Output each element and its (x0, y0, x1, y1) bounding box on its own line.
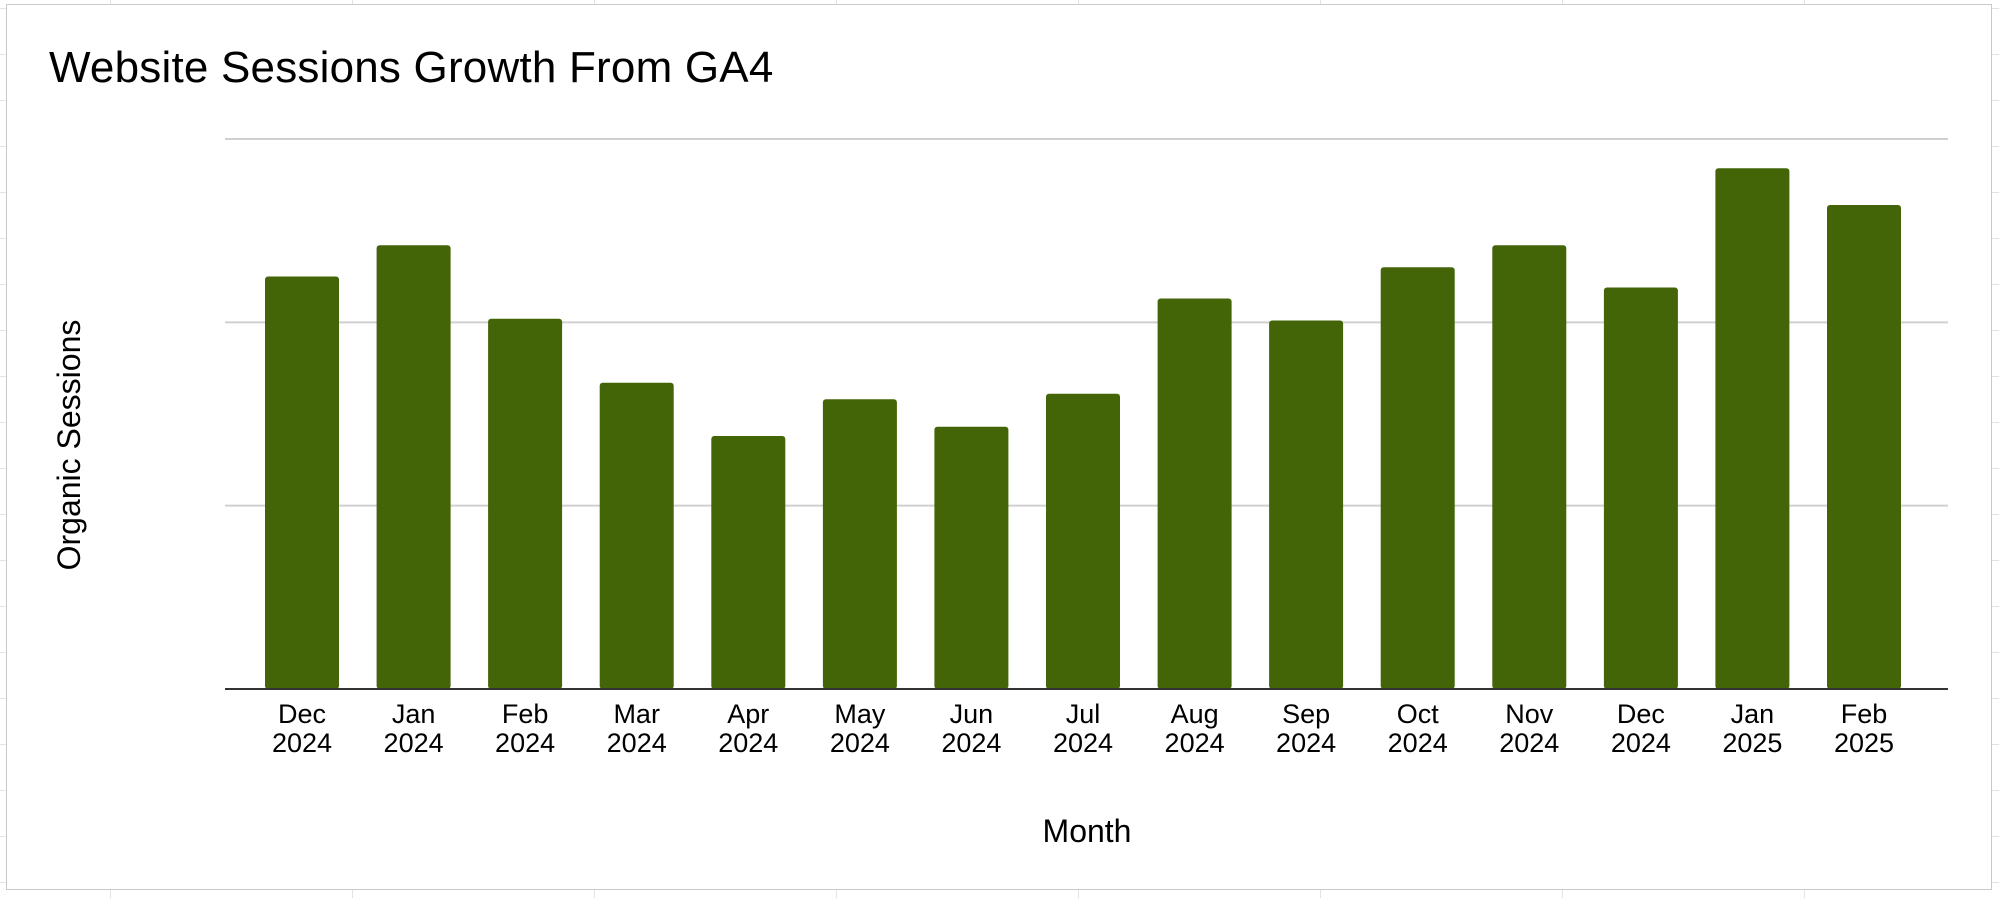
bar[interactable] (711, 436, 786, 689)
chart-container[interactable]: Website Sessions Growth From GA4 Dec 2024… (6, 4, 1992, 890)
x-axis-title: Month (1043, 813, 1132, 849)
x-tick-label-year: 2024 (1165, 728, 1225, 758)
chart-title: Website Sessions Growth From GA4 (49, 43, 774, 92)
x-tick-label-year: 2024 (1276, 728, 1336, 758)
x-tick-label-year: 2024 (495, 728, 555, 758)
x-tick-label-year: 2024 (607, 728, 667, 758)
bar[interactable] (934, 426, 1009, 689)
x-tick-label-month: Aug (1171, 699, 1219, 729)
x-tick-label-year: 2024 (1388, 728, 1448, 758)
bar[interactable] (599, 382, 674, 689)
x-tick-label-year: 2025 (1722, 728, 1782, 758)
x-tick-label-year: 2024 (1053, 728, 1113, 758)
x-tick-label-year: 2024 (718, 728, 778, 758)
x-tick-label-year: 2024 (384, 728, 444, 758)
bar[interactable] (1046, 393, 1120, 689)
bar[interactable] (376, 245, 451, 690)
x-tick-label-year: 2024 (272, 728, 332, 758)
x-tick-label-month: Dec (1617, 699, 1665, 729)
bar-chart: Dec2024Jan2024Feb2024Mar2024Apr2024May20… (51, 138, 1948, 849)
bar[interactable] (1715, 168, 1790, 690)
x-tick-label-month: Dec (278, 699, 326, 729)
bar[interactable] (1269, 320, 1344, 690)
bar[interactable] (1827, 205, 1901, 689)
x-tick-label-month: Jan (392, 699, 436, 729)
y-axis-title: Organic Sessions (51, 320, 87, 571)
x-tick-label-month: Apr (727, 699, 769, 729)
x-tick-label-year: 2025 (1834, 728, 1894, 758)
x-tick-label-month: Feb (502, 699, 549, 729)
bar[interactable] (1380, 267, 1455, 689)
x-tick-label-month: Mar (613, 699, 660, 729)
x-tick-label-year: 2024 (1611, 728, 1671, 758)
bar[interactable] (1157, 298, 1232, 690)
x-tick-label-year: 2024 (1499, 728, 1559, 758)
x-tick-label-month: Sep (1282, 699, 1330, 729)
bar[interactable] (1492, 245, 1567, 690)
bar[interactable] (822, 399, 897, 689)
x-tick-label-month: Oct (1397, 699, 1440, 729)
x-tick-label-month: Jul (1066, 699, 1101, 729)
bars (265, 168, 1901, 690)
bar[interactable] (265, 276, 339, 690)
x-tick-label-month: Feb (1841, 699, 1888, 729)
x-tick-label-month: Jan (1731, 699, 1775, 729)
x-tick-label-year: 2024 (941, 728, 1001, 758)
x-tick-label-year: 2024 (830, 728, 890, 758)
x-tick-label-month: May (834, 699, 886, 729)
x-tick-labels: Dec2024Jan2024Feb2024Mar2024Apr2024May20… (272, 699, 1894, 758)
bar[interactable] (1603, 287, 1678, 690)
x-tick-label-month: Nov (1505, 699, 1554, 729)
bar[interactable] (488, 318, 563, 689)
x-tick-label-month: Jun (950, 699, 994, 729)
